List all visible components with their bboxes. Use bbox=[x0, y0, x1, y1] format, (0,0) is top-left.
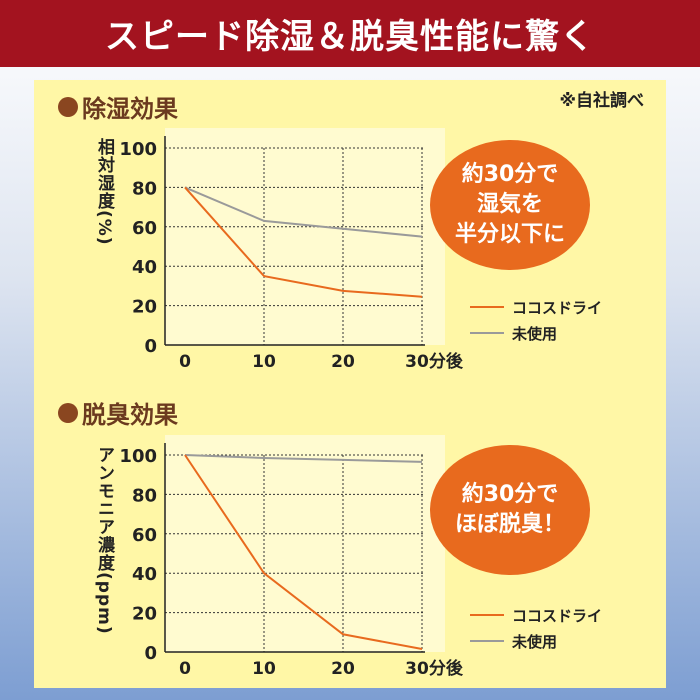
y-tick-label: 100 bbox=[119, 446, 157, 467]
legend-ammonia: ココスドライ 未使用 bbox=[470, 602, 602, 654]
callout-line: 半分以下に bbox=[454, 222, 565, 247]
y-tick-label: 20 bbox=[132, 604, 157, 625]
y-tick-label: 20 bbox=[132, 297, 157, 318]
legend-swatch bbox=[470, 306, 504, 308]
y-tick-label: 40 bbox=[132, 564, 157, 585]
legend-label: 未使用 bbox=[512, 324, 558, 343]
series-line bbox=[184, 454, 423, 651]
page-title: スピード除湿＆脱臭性能に驚く bbox=[0, 0, 700, 67]
x-tick-label: 30分後 bbox=[405, 351, 464, 372]
x-tick-label: 20 bbox=[331, 659, 355, 679]
legend-swatch bbox=[470, 640, 504, 642]
y-tick-label: 80 bbox=[132, 178, 157, 199]
x-tick-label: 30分後 bbox=[405, 658, 464, 679]
legend-humidity: ココスドライ 未使用 bbox=[470, 294, 602, 346]
bullet-dot-icon bbox=[58, 96, 78, 117]
legend-item: ココスドライ bbox=[470, 294, 602, 320]
y-tick-label: 60 bbox=[132, 525, 157, 546]
y-tick-label: 60 bbox=[132, 218, 157, 239]
y-axis-label-ammonia: アンモニア濃度(ppm) bbox=[94, 446, 114, 635]
callout-line: 約30分で bbox=[461, 482, 559, 507]
callout-line: ほぼ脱臭！ bbox=[454, 512, 565, 537]
bullet-dot-icon bbox=[58, 402, 78, 423]
series-line bbox=[184, 186, 423, 238]
legend-item: 未使用 bbox=[470, 628, 602, 654]
x-tick-label: 0 bbox=[179, 659, 191, 679]
section-title-text: 脱臭効果 bbox=[82, 401, 178, 429]
series-line bbox=[184, 454, 423, 463]
x-tick-label: 20 bbox=[331, 352, 355, 372]
legend-item: 未使用 bbox=[470, 320, 602, 346]
section-title-dehumidify: 除湿効果 bbox=[58, 89, 178, 124]
y-tick-label: 100 bbox=[119, 139, 157, 160]
legend-label: ココスドライ bbox=[512, 298, 603, 317]
legend-swatch bbox=[470, 614, 504, 616]
legend-label: ココスドライ bbox=[512, 606, 603, 625]
plot-area bbox=[165, 128, 445, 345]
plot-area bbox=[165, 435, 445, 652]
callout-ammonia: 約30分で ほぼ脱臭！ bbox=[430, 445, 590, 575]
y-tick-label: 40 bbox=[132, 257, 157, 278]
legend-swatch bbox=[470, 332, 504, 334]
x-tick-label: 10 bbox=[252, 352, 276, 372]
callout-humidity: 約30分で 湿気を 半分以下に bbox=[430, 140, 590, 270]
y-tick-label: 0 bbox=[144, 643, 157, 664]
source-note: ※自社調べ bbox=[559, 91, 644, 111]
x-tick-label: 10 bbox=[252, 659, 276, 679]
legend-label: 未使用 bbox=[512, 632, 558, 651]
y-axis-label-humidity: 相対湿度(%) bbox=[94, 138, 114, 246]
section-title-text: 除湿効果 bbox=[82, 95, 178, 123]
legend-item: ココスドライ bbox=[470, 602, 602, 628]
x-tick-label: 0 bbox=[179, 352, 191, 372]
series-line bbox=[184, 186, 423, 298]
callout-line: 約30分で bbox=[461, 162, 559, 187]
y-tick-label: 0 bbox=[144, 336, 157, 357]
section-title-deodorize: 脱臭効果 bbox=[58, 395, 178, 430]
callout-line: 湿気を bbox=[476, 192, 543, 217]
y-tick-label: 80 bbox=[132, 485, 157, 506]
